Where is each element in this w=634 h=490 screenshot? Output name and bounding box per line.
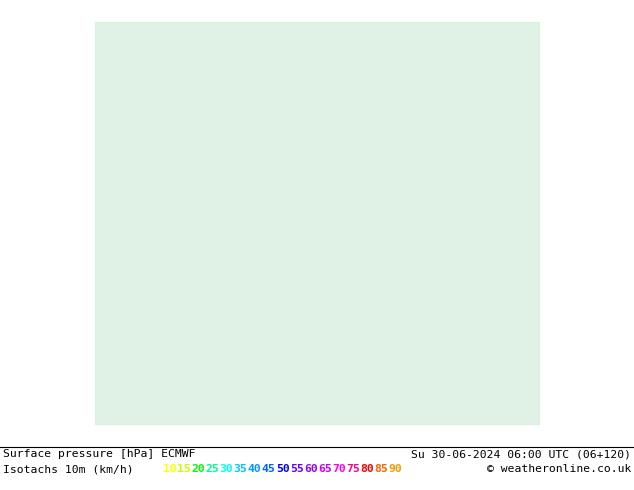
Text: 85: 85	[375, 464, 388, 474]
Text: 30: 30	[219, 464, 233, 474]
Text: 70: 70	[332, 464, 346, 474]
Text: Isotachs 10m (km/h): Isotachs 10m (km/h)	[3, 464, 134, 474]
Text: 80: 80	[360, 464, 374, 474]
Bar	[95, 23, 539, 424]
Text: 15: 15	[177, 464, 191, 474]
Text: 55: 55	[290, 464, 304, 474]
Text: 45: 45	[262, 464, 275, 474]
Text: 20: 20	[191, 464, 205, 474]
Text: 50: 50	[276, 464, 290, 474]
Text: 40: 40	[248, 464, 261, 474]
Text: 90: 90	[389, 464, 403, 474]
Text: 75: 75	[346, 464, 360, 474]
Text: 10: 10	[163, 464, 177, 474]
Text: 25: 25	[205, 464, 219, 474]
Text: Su 30-06-2024 06:00 UTC (06+120): Su 30-06-2024 06:00 UTC (06+120)	[411, 449, 631, 459]
Text: 60: 60	[304, 464, 318, 474]
Text: Surface pressure [hPa] ECMWF: Surface pressure [hPa] ECMWF	[3, 449, 195, 459]
Text: © weatheronline.co.uk: © weatheronline.co.uk	[487, 464, 631, 474]
Text: 65: 65	[318, 464, 332, 474]
Text: 35: 35	[233, 464, 247, 474]
